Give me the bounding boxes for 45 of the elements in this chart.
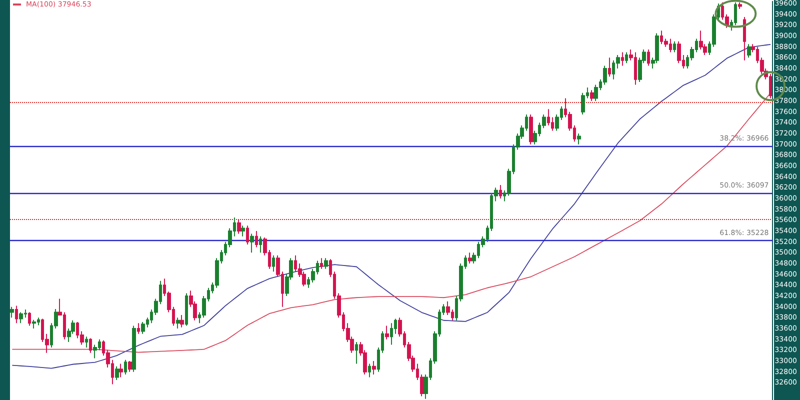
candlestick bbox=[743, 16, 746, 61]
candlestick bbox=[128, 360, 132, 372]
candlestick bbox=[15, 305, 18, 324]
candlestick bbox=[368, 363, 371, 378]
candlestick bbox=[185, 292, 188, 326]
candlestick bbox=[608, 57, 611, 78]
candlestick bbox=[176, 317, 180, 329]
line-series bbox=[12, 44, 772, 369]
candlestick bbox=[385, 325, 389, 340]
candlestick bbox=[28, 312, 31, 326]
candlestick bbox=[577, 133, 581, 145]
candlestick bbox=[499, 184, 502, 199]
candlestick bbox=[468, 252, 472, 264]
candlestick bbox=[180, 314, 184, 328]
candlestick bbox=[747, 44, 751, 58]
candlestick bbox=[259, 236, 262, 254]
candlestick bbox=[673, 40, 676, 53]
candlestick bbox=[647, 49, 650, 66]
candlestick bbox=[132, 325, 136, 372]
candlestick bbox=[237, 218, 241, 234]
candlestick bbox=[625, 52, 628, 64]
candlestick bbox=[250, 233, 254, 254]
candlestick bbox=[320, 258, 323, 270]
candlestick bbox=[32, 319, 36, 329]
candlestick bbox=[590, 90, 594, 102]
candlestick bbox=[19, 312, 23, 324]
candlestick bbox=[119, 363, 123, 378]
candlestick bbox=[738, 2, 742, 10]
candlestick bbox=[124, 359, 127, 376]
candlestick bbox=[621, 52, 624, 66]
candlestick bbox=[10, 306, 14, 318]
candlestick bbox=[85, 336, 88, 348]
candlestick bbox=[241, 225, 245, 237]
candlestick bbox=[246, 225, 249, 246]
candlestick bbox=[372, 360, 376, 376]
candlestick bbox=[255, 230, 258, 248]
candlestick bbox=[115, 366, 119, 380]
candlestick bbox=[272, 254, 275, 272]
candlestick bbox=[89, 338, 92, 354]
candlestick bbox=[355, 342, 358, 364]
candlestick bbox=[390, 322, 393, 346]
candlestick bbox=[137, 322, 140, 334]
candlestick bbox=[529, 114, 533, 145]
candlestick bbox=[141, 322, 145, 334]
candlestick bbox=[324, 258, 328, 270]
